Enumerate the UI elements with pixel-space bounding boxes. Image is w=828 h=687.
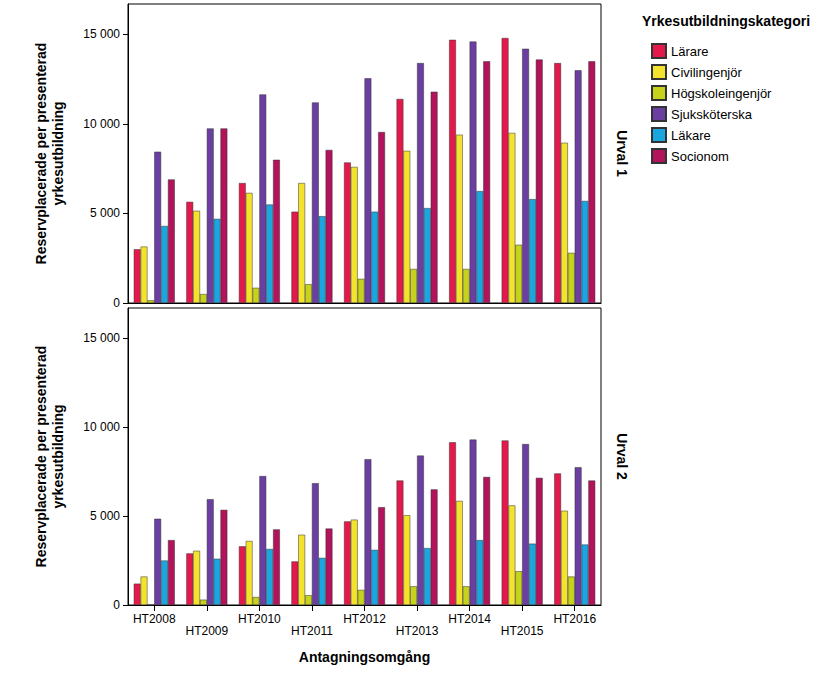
svg-text:HT2015: HT2015 <box>501 624 544 638</box>
svg-text:5 000: 5 000 <box>90 206 120 220</box>
svg-text:10 000: 10 000 <box>83 117 120 131</box>
svg-text:15 000: 15 000 <box>83 331 120 345</box>
svg-text:Yrkesutbildningskategori: Yrkesutbildningskategori <box>642 13 810 29</box>
svg-text:0: 0 <box>113 598 120 612</box>
svg-text:HT2013: HT2013 <box>396 624 439 638</box>
svg-text:HT2016: HT2016 <box>553 612 596 626</box>
svg-text:Urval 2: Urval 2 <box>614 433 630 480</box>
svg-text:yrkesutbildning: yrkesutbildning <box>50 404 66 508</box>
svg-text:0: 0 <box>113 296 120 310</box>
svg-text:Lärare: Lärare <box>671 44 709 59</box>
svg-text:Sjuksköterska: Sjuksköterska <box>671 107 753 122</box>
svg-text:Socionom: Socionom <box>671 149 729 164</box>
svg-text:Högskoleingenjör: Högskoleingenjör <box>671 86 772 101</box>
svg-text:HT2011: HT2011 <box>291 624 333 638</box>
svg-text:Reservplacerade per presentera: Reservplacerade per presenterad <box>33 346 49 568</box>
svg-text:5 000: 5 000 <box>90 509 120 523</box>
svg-text:HT2009: HT2009 <box>185 624 228 638</box>
svg-text:HT2014: HT2014 <box>448 612 491 626</box>
svg-text:Läkare: Läkare <box>671 128 711 143</box>
svg-text:HT2012: HT2012 <box>343 612 386 626</box>
svg-text:10 000: 10 000 <box>83 420 120 434</box>
svg-text:HT2010: HT2010 <box>238 612 281 626</box>
svg-text:HT2008: HT2008 <box>133 612 176 626</box>
svg-text:yrkesutbildning: yrkesutbildning <box>50 101 66 205</box>
svg-text:15 000: 15 000 <box>83 27 120 41</box>
svg-text:Urval 1: Urval 1 <box>614 130 630 177</box>
svg-text:Civilingenjör: Civilingenjör <box>671 65 742 80</box>
svg-text:Reservplacerade per presentera: Reservplacerade per presenterad <box>33 43 49 265</box>
svg-text:Antagningsomgång: Antagningsomgång <box>299 649 430 665</box>
